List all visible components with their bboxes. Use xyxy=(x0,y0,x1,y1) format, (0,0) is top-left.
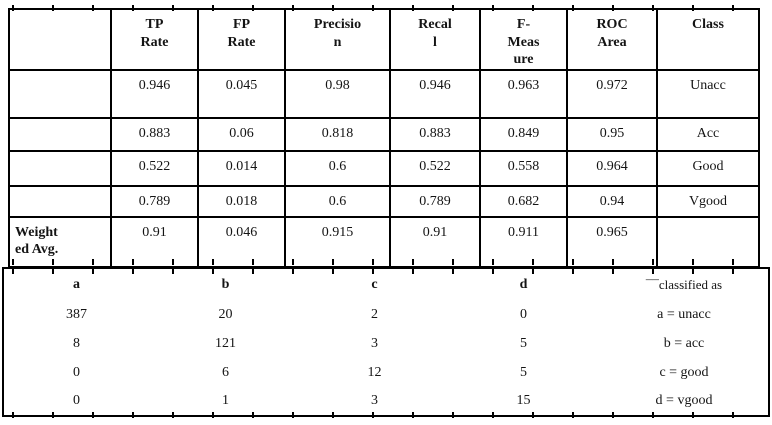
metrics-row-acc: 0.883 0.06 0.818 0.883 0.849 0.95 Acc xyxy=(8,116,760,152)
cm-class-mapping: d = vgood xyxy=(655,393,713,408)
cm-cell: 8 xyxy=(73,335,80,351)
row-label-cell xyxy=(8,116,112,152)
cm-class-mapping: b = acc xyxy=(663,335,705,351)
class-cell: Vgood xyxy=(656,184,760,218)
cm-cell: 387 xyxy=(66,306,87,322)
fp-rate-cell: 0.018 xyxy=(197,184,286,218)
col-header-tp-rate: TP Rate xyxy=(110,8,199,71)
col-header-recall: Recal l xyxy=(389,8,481,71)
metrics-row-vgood: 0.789 0.018 0.6 0.789 0.682 0.94 Vgood xyxy=(8,184,760,218)
cm-cell: 5 xyxy=(520,335,527,351)
cm-cell: 121 xyxy=(215,335,236,351)
fp-rate-cell: 0.014 xyxy=(197,149,286,187)
cm-cell: 15 xyxy=(516,393,531,408)
confusion-row-vgood: 0 1 3 15 d = vgood xyxy=(3,387,769,416)
col-header-class: Class xyxy=(656,8,760,71)
col-header-blank xyxy=(8,8,112,71)
confusion-row-good: 0 6 12 5 c = good xyxy=(3,358,769,387)
metrics-row-weighted-avg: Weight ed Avg. 0.91 0.046 0.915 0.91 0.9… xyxy=(8,215,760,268)
confusion-matrix-section: a b c d ¯¯classified as 387 20 2 0 a = u… xyxy=(2,267,770,417)
metrics-row-unacc: 0.946 0.045 0.98 0.946 0.963 0.972 Unacc xyxy=(8,68,760,119)
cm-cell: 0 xyxy=(73,364,80,380)
class-cell: Unacc xyxy=(656,68,760,119)
col-header-fp-rate: FP Rate xyxy=(197,8,286,71)
roc-area-cell: 0.94 xyxy=(566,184,658,218)
recall-cell: 0.522 xyxy=(389,149,481,187)
cm-cell: 5 xyxy=(520,364,527,380)
cm-cell: 0 xyxy=(520,306,527,322)
classifier-metrics-section: TP Rate FP Rate Precisio n Recal l F- Me… xyxy=(8,8,760,268)
tp-rate-cell: 0.91 xyxy=(110,215,199,268)
row-label-cell xyxy=(8,149,112,187)
row-label-cell xyxy=(8,184,112,218)
col-header-precision: Precisio n xyxy=(284,8,391,71)
tp-rate-cell: 0.883 xyxy=(110,116,199,152)
cm-cell: 12 xyxy=(367,364,382,380)
f-measure-cell: 0.963 xyxy=(479,68,568,119)
precision-cell: 0.818 xyxy=(284,116,391,152)
cm-cell: 6 xyxy=(222,364,229,380)
roc-area-cell: 0.95 xyxy=(566,116,658,152)
fp-rate-cell: 0.045 xyxy=(197,68,286,119)
cm-cell: 20 xyxy=(218,306,233,322)
fp-rate-cell: 0.06 xyxy=(197,116,286,152)
cm-cell: 3 xyxy=(371,393,378,408)
row-label-cell: Weight ed Avg. xyxy=(8,215,112,268)
col-header-f-measure: F- Meas ure xyxy=(479,8,568,71)
precision-cell: 0.6 xyxy=(284,149,391,187)
cm-col-header-c: c xyxy=(371,276,378,292)
tp-rate-cell: 0.946 xyxy=(110,68,199,119)
confusion-header-row: a b c d ¯¯classified as xyxy=(3,268,769,300)
recall-cell: 0.883 xyxy=(389,116,481,152)
cm-col-header-classified-as: ¯¯classified as xyxy=(645,276,723,292)
cm-cell: 0 xyxy=(73,393,80,408)
f-measure-cell: 0.911 xyxy=(479,215,568,268)
roc-area-cell: 0.965 xyxy=(566,215,658,268)
f-measure-cell: 0.558 xyxy=(479,149,568,187)
tp-rate-cell: 0.522 xyxy=(110,149,199,187)
precision-cell: 0.915 xyxy=(284,215,391,268)
precision-cell: 0.6 xyxy=(284,184,391,218)
metrics-row-good: 0.522 0.014 0.6 0.522 0.558 0.964 Good xyxy=(8,149,760,187)
fp-rate-cell: 0.046 xyxy=(197,215,286,268)
class-cell: Acc xyxy=(656,116,760,152)
roc-area-cell: 0.964 xyxy=(566,149,658,187)
cm-class-mapping: a = unacc xyxy=(657,306,711,322)
cm-cell: 2 xyxy=(371,306,378,322)
cm-cell: 1 xyxy=(222,393,229,408)
row-label-cell xyxy=(8,68,112,119)
confusion-matrix-table: a b c d ¯¯classified as 387 20 2 0 a = u… xyxy=(2,267,770,417)
metrics-header-row: TP Rate FP Rate Precisio n Recal l F- Me… xyxy=(8,8,760,71)
cm-col-header-a: a xyxy=(73,276,80,292)
f-measure-cell: 0.849 xyxy=(479,116,568,152)
recall-cell: 0.789 xyxy=(389,184,481,218)
metrics-table: TP Rate FP Rate Precisio n Recal l F- Me… xyxy=(8,8,760,268)
recall-cell: 0.91 xyxy=(389,215,481,268)
cm-col-header-b: b xyxy=(221,276,230,292)
f-measure-cell: 0.682 xyxy=(479,184,568,218)
confusion-row-acc: 8 121 3 5 b = acc xyxy=(3,329,769,358)
cm-class-mapping: c = good xyxy=(659,364,709,380)
recall-cell: 0.946 xyxy=(389,68,481,119)
precision-cell: 0.98 xyxy=(284,68,391,119)
cm-col-header-d: d xyxy=(519,276,528,292)
roc-area-cell: 0.972 xyxy=(566,68,658,119)
col-header-roc-area: ROC Area xyxy=(566,8,658,71)
tp-rate-cell: 0.789 xyxy=(110,184,199,218)
class-cell xyxy=(656,215,760,268)
class-cell: Good xyxy=(656,149,760,187)
confusion-row-unacc: 387 20 2 0 a = unacc xyxy=(3,300,769,329)
cm-cell: 3 xyxy=(371,335,378,351)
